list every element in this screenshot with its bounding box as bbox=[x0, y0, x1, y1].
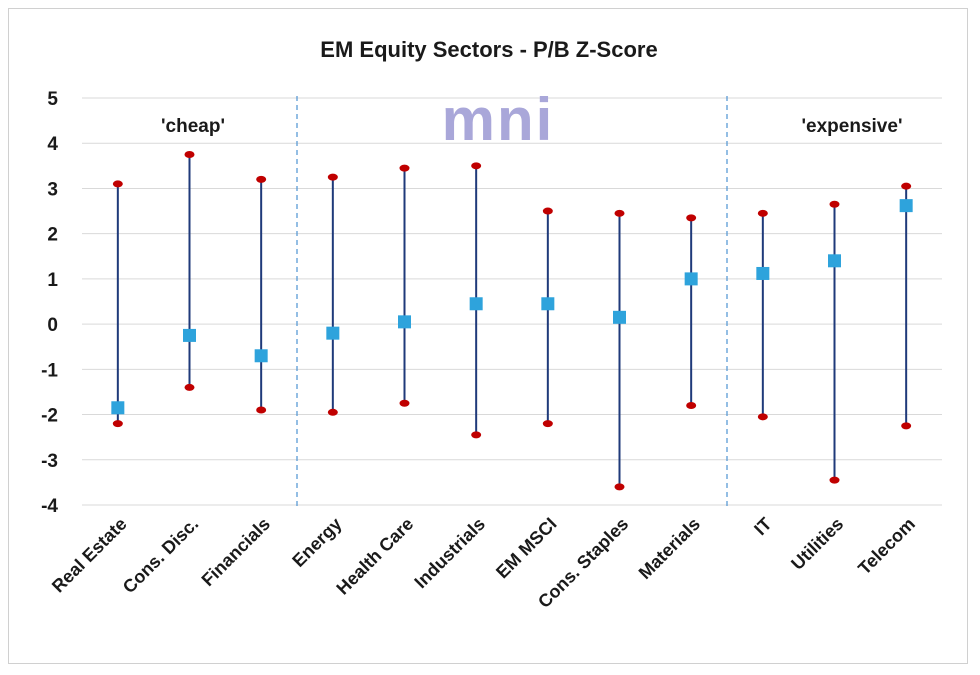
x-tick-label: Utilities bbox=[787, 514, 847, 574]
max-marker bbox=[471, 162, 482, 170]
max-marker bbox=[901, 182, 912, 190]
y-tick-label: 0 bbox=[47, 315, 58, 336]
y-tick-label: -3 bbox=[41, 451, 58, 472]
x-tick-label: Health Care bbox=[332, 514, 417, 599]
x-tick-label: Real Estate bbox=[48, 514, 131, 597]
chart-title: EM Equity Sectors - P/B Z-Score bbox=[320, 37, 657, 62]
min-marker bbox=[901, 422, 912, 430]
max-marker bbox=[829, 200, 840, 208]
watermark-logo: mni bbox=[442, 86, 555, 153]
x-tick-label: Materials bbox=[635, 514, 704, 583]
current-marker bbox=[326, 326, 340, 340]
current-marker bbox=[684, 272, 698, 286]
x-tick-label: Cons. Disc. bbox=[119, 514, 202, 597]
chart-frame bbox=[8, 8, 968, 664]
y-tick-label: -2 bbox=[41, 406, 58, 427]
min-marker bbox=[614, 483, 625, 491]
max-marker bbox=[399, 164, 410, 172]
current-marker bbox=[111, 401, 125, 415]
min-marker bbox=[399, 399, 410, 407]
max-marker bbox=[112, 180, 123, 188]
max-marker bbox=[542, 207, 553, 215]
x-tick-label: Financials bbox=[198, 514, 274, 590]
annotation-cheap: 'cheap' bbox=[161, 116, 225, 137]
max-marker bbox=[686, 214, 697, 222]
current-marker bbox=[541, 297, 555, 311]
y-tick-label: 2 bbox=[47, 225, 58, 246]
x-tick-label: Energy bbox=[288, 514, 345, 571]
min-marker bbox=[256, 406, 267, 414]
max-marker bbox=[614, 209, 625, 217]
y-tick-label: -4 bbox=[41, 496, 58, 517]
y-tick-label: 1 bbox=[47, 270, 58, 291]
max-marker bbox=[757, 209, 768, 217]
current-marker bbox=[398, 315, 411, 329]
y-tick-label: -1 bbox=[41, 360, 58, 381]
x-tick-label: Industrials bbox=[410, 514, 489, 593]
max-marker bbox=[256, 175, 267, 183]
min-marker bbox=[829, 476, 840, 484]
min-marker bbox=[327, 408, 338, 416]
current-marker bbox=[469, 297, 483, 311]
gridlines bbox=[82, 97, 942, 506]
y-tick-label: 5 bbox=[47, 89, 58, 110]
min-marker bbox=[757, 413, 768, 421]
min-marker bbox=[686, 402, 697, 410]
section-dividers bbox=[296, 96, 728, 507]
current-marker bbox=[899, 199, 913, 213]
current-marker bbox=[756, 266, 770, 280]
y-tick-label: 4 bbox=[47, 134, 58, 155]
x-tick-label: EM MSCI bbox=[492, 514, 561, 583]
x-tick-label: Telecom bbox=[854, 514, 919, 579]
current-marker bbox=[183, 328, 196, 342]
current-marker bbox=[254, 349, 268, 363]
min-marker bbox=[471, 431, 482, 439]
y-tick-label: 3 bbox=[47, 179, 58, 200]
annotation-expensive: 'expensive' bbox=[802, 116, 903, 137]
min-marker bbox=[112, 420, 123, 428]
current-marker bbox=[613, 310, 626, 324]
x-tick-label: IT bbox=[750, 514, 775, 539]
current-marker bbox=[828, 254, 841, 268]
max-marker bbox=[184, 151, 195, 159]
min-marker bbox=[184, 383, 195, 391]
max-marker bbox=[327, 173, 338, 181]
min-marker bbox=[542, 420, 553, 428]
y-axis-ticks: 5 4 3 2 1 0 -1 -2 -3 -4 bbox=[41, 89, 58, 517]
plot-marks bbox=[111, 151, 913, 491]
